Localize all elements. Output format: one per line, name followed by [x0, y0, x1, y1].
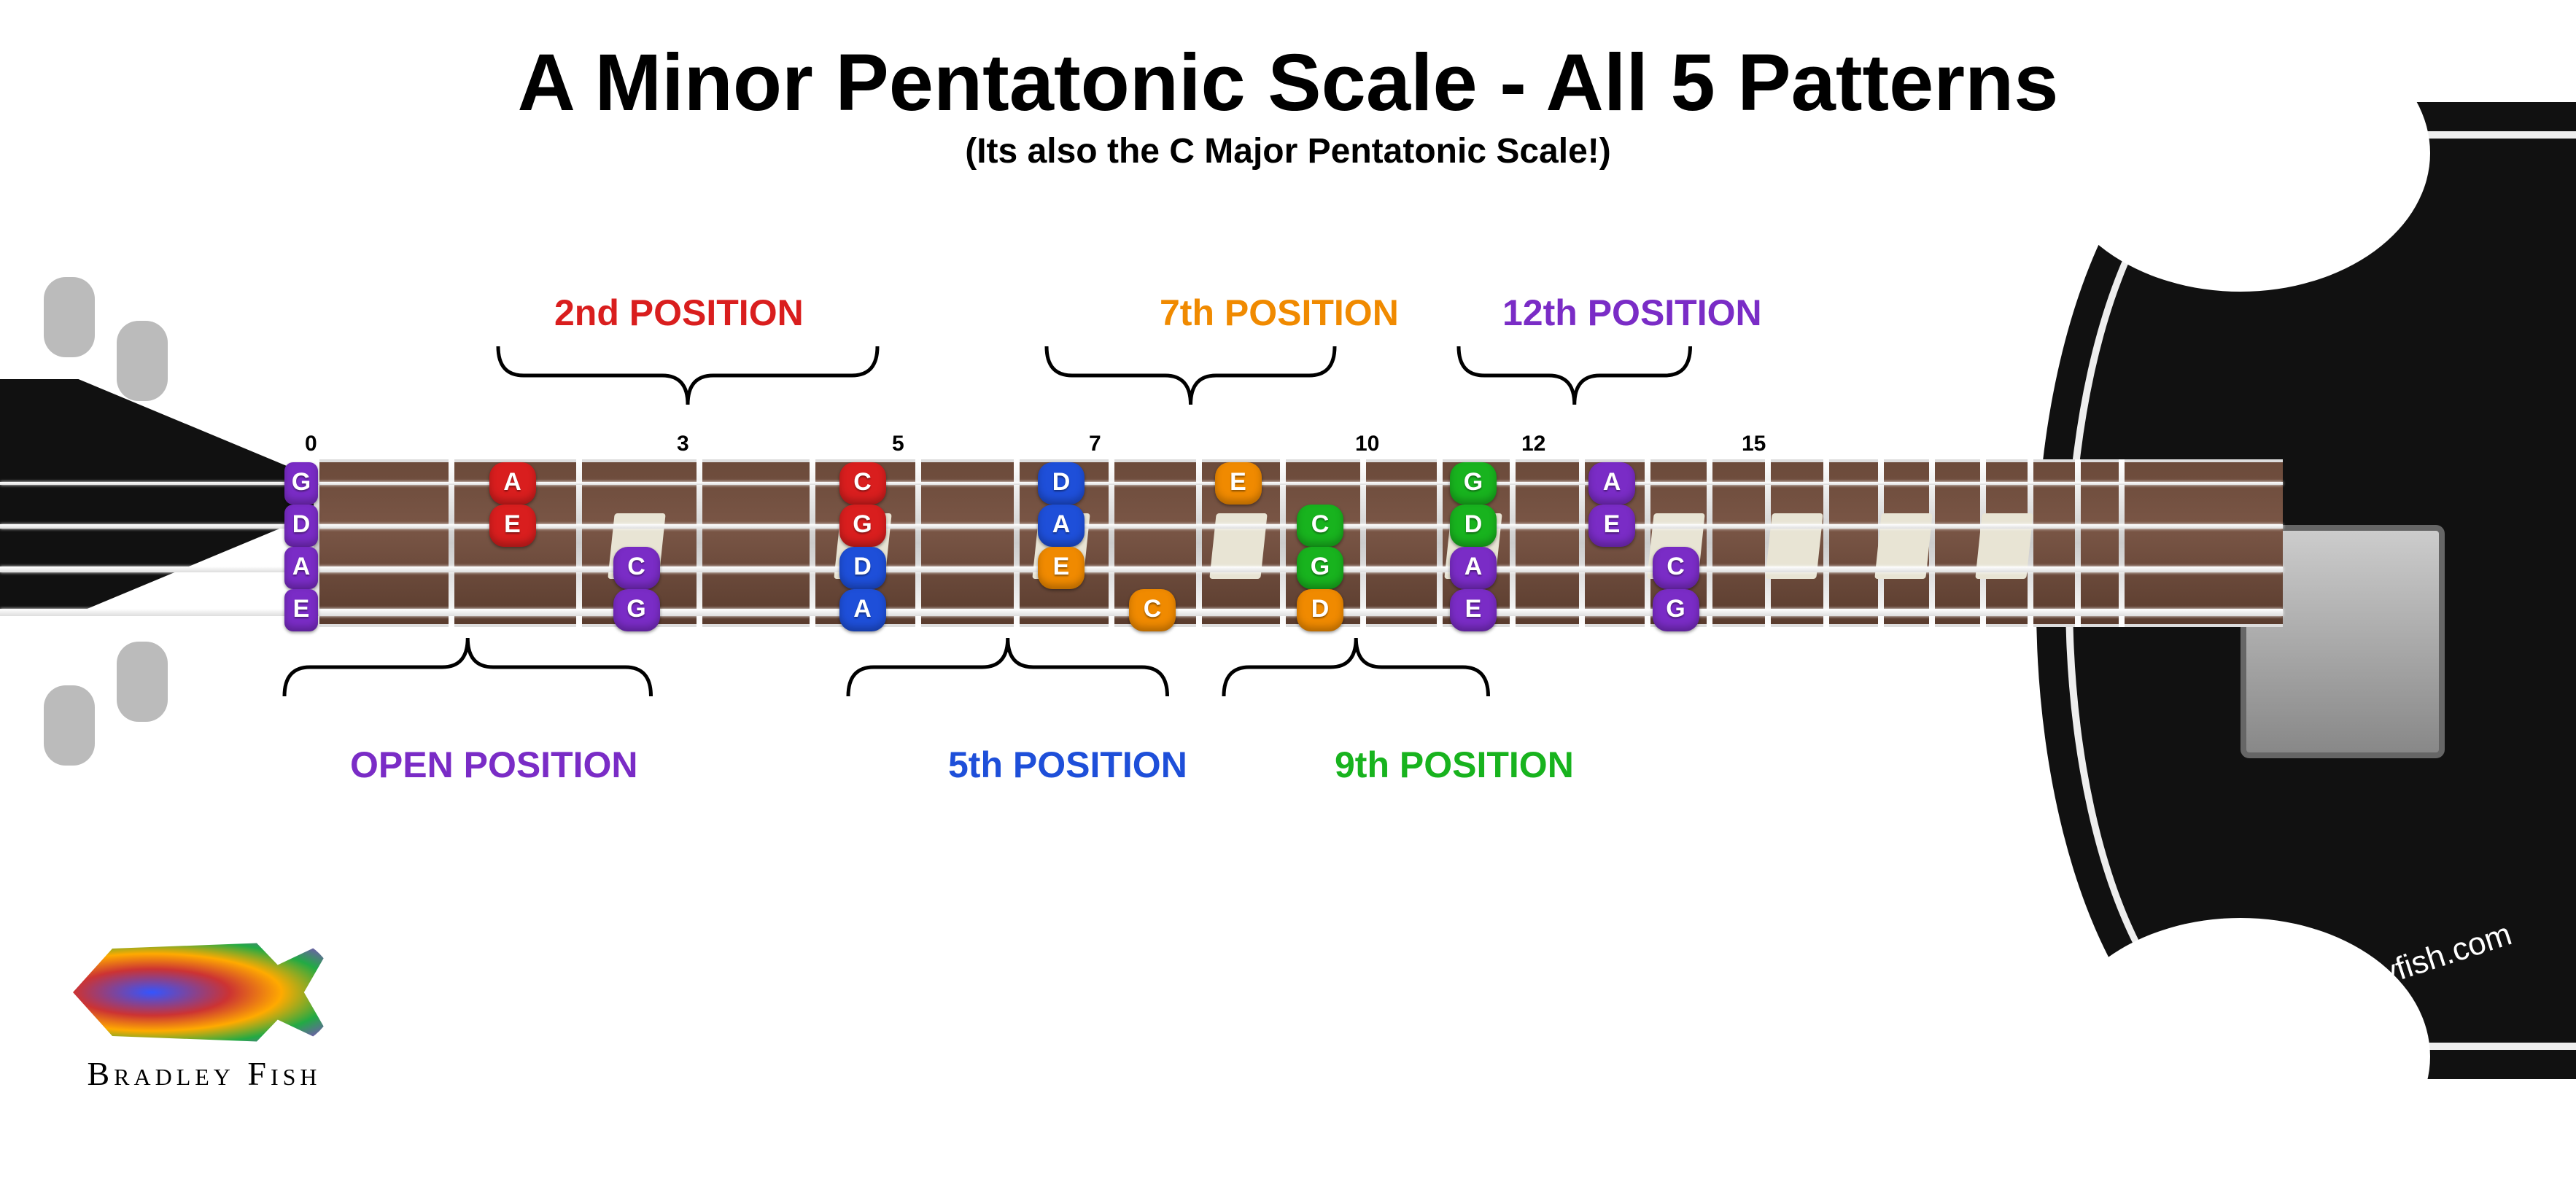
- position-label: 7th POSITION: [1160, 292, 1399, 334]
- note-dot: D: [284, 505, 318, 547]
- fret-number: 5: [892, 432, 904, 456]
- string-line: [0, 524, 2283, 529]
- note-dot: D: [839, 547, 886, 589]
- position-label: 9th POSITION: [1335, 744, 1574, 786]
- note-dot: C: [839, 462, 886, 505]
- note-dot: A: [284, 547, 318, 589]
- position-label: OPEN POSITION: [350, 744, 638, 786]
- note-dot: D: [1297, 589, 1343, 631]
- note-dot: A: [1450, 547, 1497, 589]
- fret-number: 7: [1089, 432, 1101, 456]
- fret-number: 10: [1355, 432, 1379, 456]
- note-dot: E: [1450, 589, 1497, 631]
- brace-icon: [1220, 634, 1492, 700]
- note-dot: C: [613, 547, 660, 589]
- note-dot: C: [1653, 547, 1699, 589]
- logo: Bradley Fish: [58, 938, 350, 1093]
- note-dot: G: [1297, 547, 1343, 589]
- headstock-shape: [0, 379, 314, 612]
- fret-number: 15: [1742, 432, 1766, 456]
- brace-icon: [1043, 343, 1338, 408]
- tuner-icon: [44, 277, 95, 357]
- tuner-icon: [117, 642, 168, 722]
- note-dot: A: [1038, 505, 1085, 547]
- brace-icon: [845, 634, 1171, 700]
- note-dot: G: [839, 505, 886, 547]
- tuner-icon: [44, 685, 95, 766]
- position-label: 12th POSITION: [1502, 292, 1762, 334]
- brace-icon: [494, 343, 881, 408]
- note-dot: C: [1297, 505, 1343, 547]
- position-label: 5th POSITION: [948, 744, 1187, 786]
- note-dot: E: [489, 505, 536, 547]
- fretboard-diagram: GDAE0357101215GDAEAECGCGDADAECECGDGDAEAE…: [314, 459, 2283, 627]
- string-line: [0, 482, 2283, 485]
- note-dot: E: [1588, 505, 1635, 547]
- tuner-icon: [117, 321, 168, 401]
- note-dot: G: [613, 589, 660, 631]
- note-dot: A: [1588, 462, 1635, 505]
- note-dot: G: [1653, 589, 1699, 631]
- note-dot: A: [489, 462, 536, 505]
- note-dot: D: [1450, 505, 1497, 547]
- note-dot: G: [1450, 462, 1497, 505]
- note-dot: C: [1129, 589, 1176, 631]
- string-line: [0, 567, 2283, 572]
- fret-number: 0: [305, 432, 317, 456]
- fish-icon: [73, 938, 335, 1047]
- body-cutout: [2051, 15, 2430, 292]
- fret-number: 3: [677, 432, 689, 456]
- note-dot: A: [839, 589, 886, 631]
- brace-icon: [281, 634, 655, 700]
- note-dot: E: [284, 589, 318, 631]
- note-dot: E: [1038, 547, 1085, 589]
- brace-icon: [1455, 343, 1694, 408]
- position-label: 2nd POSITION: [554, 292, 804, 334]
- logo-text: Bradley Fish: [58, 1054, 350, 1093]
- note-dot: D: [1038, 462, 1085, 505]
- note-dot: E: [1215, 462, 1262, 505]
- fret-number: 12: [1521, 432, 1545, 456]
- note-dot: G: [284, 462, 318, 505]
